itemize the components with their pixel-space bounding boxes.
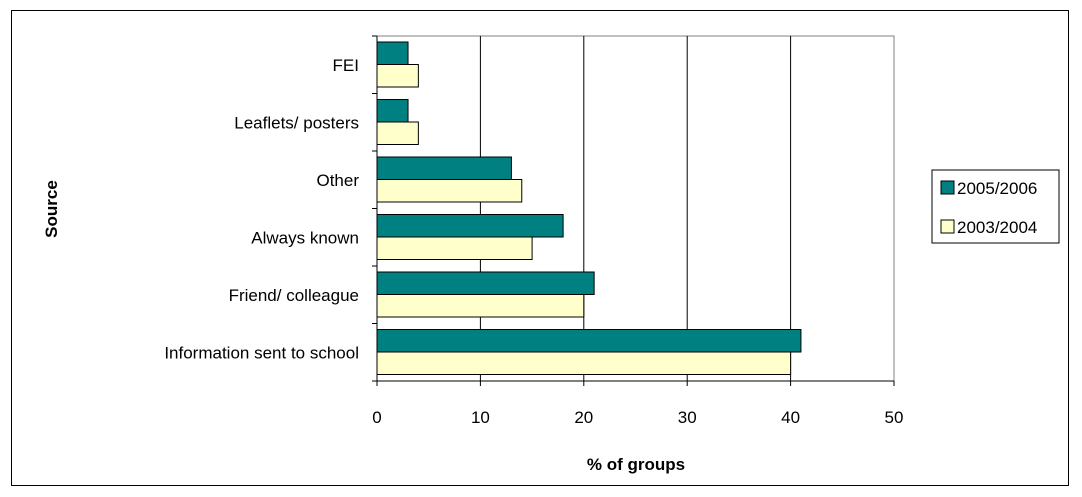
x-axis-title: % of groups bbox=[587, 455, 685, 474]
bar-friend-colleague-2003-2004 bbox=[376, 294, 585, 318]
category-labels: FEI Leaflets/ posters Other Always known Fri… bbox=[164, 56, 359, 363]
bar-information-sent-to-school-2003-2004 bbox=[376, 351, 792, 375]
bar-other-2005-2006 bbox=[376, 156, 512, 180]
x-tick-label: 50 bbox=[885, 408, 904, 427]
bar-leaflets-posters-2003-2004 bbox=[376, 121, 419, 145]
bar-friend-colleague-2005-2006 bbox=[376, 271, 595, 295]
legend-label-2005-2006: 2005/2006 bbox=[957, 179, 1037, 198]
x-tick-label: 40 bbox=[781, 408, 800, 427]
bar-always-known-2003-2004 bbox=[376, 236, 533, 260]
legend-label-2003-2004: 2003/2004 bbox=[957, 218, 1037, 237]
axes bbox=[372, 35, 895, 386]
legend: 2005/2006 2003/2004 bbox=[931, 169, 1060, 244]
legend-swatch-2005-2006 bbox=[940, 180, 955, 195]
x-tick-label: 20 bbox=[574, 408, 593, 427]
category-label: Information sent to school bbox=[164, 343, 359, 362]
bar-fei-2005-2006 bbox=[376, 41, 409, 65]
category-label: Always known bbox=[251, 228, 359, 247]
x-tick-labels: 0 10 20 30 40 50 bbox=[372, 408, 903, 427]
category-label: Leaflets/ posters bbox=[234, 113, 359, 132]
gridlines bbox=[479, 36, 792, 381]
category-label: Friend/ colleague bbox=[229, 286, 359, 305]
plot-area bbox=[376, 35, 895, 382]
bar-always-known-2005-2006 bbox=[376, 214, 564, 238]
bar-fei-2003-2004 bbox=[376, 64, 419, 88]
bar-other-2003-2004 bbox=[376, 179, 523, 203]
bar-information-sent-to-school-2005-2006 bbox=[376, 329, 802, 353]
legend-swatch-2003-2004 bbox=[940, 219, 955, 234]
category-label: FEI bbox=[333, 56, 359, 75]
x-tick-label: 30 bbox=[678, 408, 697, 427]
x-tick-label: 0 bbox=[372, 408, 381, 427]
x-tick-label: 10 bbox=[471, 408, 490, 427]
bar-leaflets-posters-2005-2006 bbox=[376, 99, 409, 123]
bars bbox=[376, 41, 802, 375]
category-label: Other bbox=[316, 171, 359, 190]
y-axis-title: Source bbox=[42, 180, 61, 238]
